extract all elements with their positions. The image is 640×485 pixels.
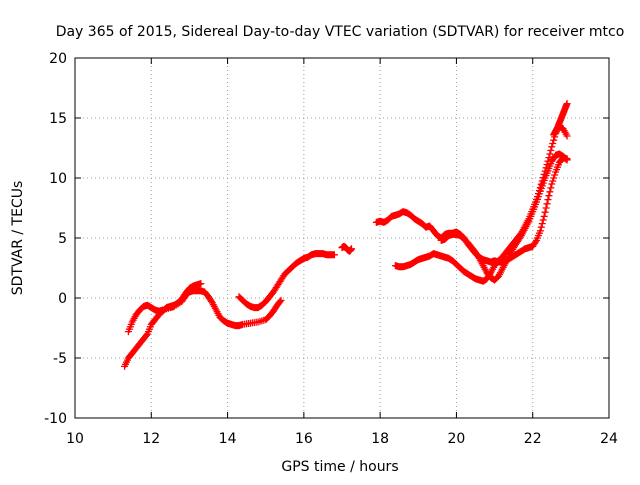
series-pass-short [338, 242, 356, 255]
x-tick-label: 22 [524, 431, 542, 447]
data-point [563, 132, 571, 140]
data-point [532, 238, 540, 246]
y-tick-label: 15 [49, 111, 67, 127]
data-point [563, 100, 571, 108]
y-tick-label: 5 [58, 231, 67, 247]
series-pass-early-2 [124, 287, 285, 336]
y-axis-label: SDTVAR / TECUs [10, 181, 26, 296]
chart-title: Day 365 of 2015, Sidereal Day-to-day VTE… [56, 24, 625, 40]
data-point [542, 204, 550, 212]
data-point [540, 212, 548, 220]
data-point [197, 280, 205, 288]
data-point [547, 146, 555, 154]
data-point [539, 216, 547, 224]
data-point [549, 140, 557, 147]
data-point [537, 223, 545, 231]
data-point [546, 150, 554, 158]
series-pass-spike [550, 100, 571, 139]
data-point [548, 180, 556, 188]
data-point [562, 155, 570, 163]
data-point [548, 143, 556, 151]
data-point [563, 156, 571, 164]
x-axis-label: GPS time / hours [281, 459, 398, 475]
y-tick-label: 10 [49, 171, 67, 187]
series-pass-mid [235, 250, 338, 312]
data-point [277, 296, 285, 304]
data-point [541, 208, 549, 216]
data-point [550, 174, 558, 182]
y-tick-label: -10 [44, 411, 67, 427]
y-tick-label: 20 [49, 51, 67, 67]
x-tick-label: 24 [600, 431, 618, 447]
axis-ticks: 10 12 14 16 18 20 22 24 -10 -5 0 5 10 15 20 [44, 51, 618, 447]
data-point [545, 192, 553, 200]
data-point [543, 200, 551, 208]
x-tick-label: 14 [219, 431, 237, 447]
data-point [143, 331, 151, 339]
series-pass-late-3 [437, 150, 571, 284]
data-point [276, 298, 284, 306]
x-tick-label: 16 [295, 431, 313, 447]
data-points [121, 100, 571, 370]
data-point [330, 251, 338, 259]
data-point [348, 245, 356, 253]
y-tick-label: 0 [58, 291, 67, 307]
data-point [549, 177, 557, 185]
data-point [544, 196, 552, 204]
data-point [536, 227, 544, 235]
data-point [551, 171, 559, 179]
data-point [547, 184, 555, 192]
data-point [546, 188, 554, 196]
y-tick-label: -5 [53, 351, 67, 367]
x-tick-label: 18 [371, 431, 389, 447]
x-tick-label: 12 [142, 431, 160, 447]
x-tick-label: 20 [448, 431, 466, 447]
grid [75, 58, 609, 418]
data-point [538, 220, 546, 228]
x-tick-label: 10 [66, 431, 84, 447]
